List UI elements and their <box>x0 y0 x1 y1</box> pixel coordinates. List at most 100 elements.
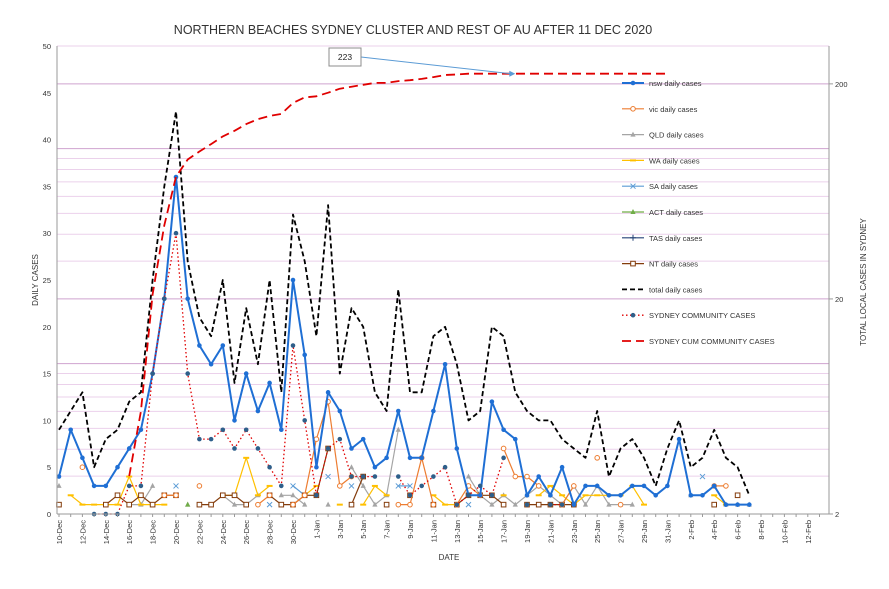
data-point <box>535 501 542 508</box>
data-point <box>173 492 179 499</box>
y-tick-label: 30 <box>43 229 51 238</box>
x-tick-label: 8-Feb <box>757 520 766 540</box>
data-point <box>161 492 168 499</box>
x-tick-labels: 10-Dec 12-Dec 14-Dec 16-Dec 18-Dec 20-Dec 22-D… <box>55 514 820 544</box>
y-tick-label: 20 <box>43 323 51 332</box>
y-tick-label: 5 <box>47 463 51 472</box>
x-tick-label: 3-Jan <box>336 520 345 539</box>
data-point <box>395 426 401 432</box>
y-tick-label: 0 <box>47 510 51 519</box>
y2-tick-label: 200 <box>835 80 848 89</box>
y2-tick-label: 2 <box>835 510 839 519</box>
data-point <box>583 483 588 489</box>
data-point <box>348 464 355 470</box>
data-point <box>512 473 519 480</box>
data-point <box>630 312 636 318</box>
y2-tick-labels: 2 20 200 <box>829 80 848 519</box>
data-point <box>477 492 483 498</box>
legend: nsw daily cases vic daily cases QLD daily … <box>622 79 775 346</box>
y-tick-label: 40 <box>43 136 51 145</box>
data-point <box>454 446 460 451</box>
data-point <box>150 371 155 376</box>
data-point <box>314 492 319 498</box>
data-point <box>419 455 425 461</box>
data-point <box>395 483 402 489</box>
data-point <box>477 483 483 489</box>
data-point <box>372 464 378 470</box>
legend-entry: QLD daily cases <box>622 131 704 140</box>
legend-entry: total daily cases <box>622 285 703 294</box>
data-point <box>349 474 354 479</box>
series-layer <box>56 72 752 517</box>
data-point <box>500 501 507 508</box>
data-point <box>630 106 636 112</box>
data-point <box>489 492 495 498</box>
data-point <box>290 501 296 508</box>
x-tick-label: 13-Jan <box>453 520 462 543</box>
data-point <box>232 446 237 451</box>
series-line <box>561 485 575 505</box>
series-line <box>350 476 364 505</box>
x-tick-label: 10-Dec <box>55 520 64 544</box>
data-point <box>162 296 167 302</box>
data-point <box>594 455 601 461</box>
legend-label: SYDNEY CUM COMMUNITY CASES <box>649 337 775 346</box>
data-point <box>419 483 425 489</box>
data-point <box>734 492 741 499</box>
data-point <box>711 483 717 489</box>
data-point <box>524 473 530 480</box>
data-point <box>571 502 577 507</box>
x-tick-label: 30-Dec <box>289 520 298 544</box>
legend-label: ACT daily cases <box>649 208 703 217</box>
data-point <box>465 473 472 479</box>
data-point <box>302 418 308 423</box>
data-point <box>407 455 413 461</box>
data-point <box>360 436 366 442</box>
x-tick-label: 23-Jan <box>570 520 579 543</box>
x-tick-label: 7-Jan <box>383 520 392 539</box>
data-point <box>653 492 658 498</box>
x-tick-label: 31-Jan <box>663 520 672 543</box>
chart-title: NORTHERN BEACHES SYDNEY CLUSTER AND REST… <box>174 23 652 37</box>
callout-leader <box>360 56 512 75</box>
data-point <box>548 502 553 507</box>
x-tick-label: 25-Jan <box>593 520 602 543</box>
data-point <box>360 482 366 488</box>
data-point <box>618 492 623 498</box>
data-point <box>278 501 285 508</box>
x-tick-label: 12-Feb <box>804 520 813 544</box>
data-point <box>630 234 636 241</box>
data-point <box>630 483 635 489</box>
data-point <box>396 408 401 414</box>
x-tick-label: 16-Dec <box>125 520 134 544</box>
annotation-layer: 223 <box>328 47 516 77</box>
data-point <box>325 473 331 480</box>
data-point <box>185 501 191 507</box>
y2-axis-label: TOTAL LOCAL CASES IN SYDNEY <box>859 218 868 346</box>
data-point <box>325 501 331 507</box>
data-point <box>606 501 612 507</box>
legend-label: SA daily cases <box>649 182 698 191</box>
series-line <box>503 448 540 487</box>
data-point <box>348 483 355 489</box>
data-point <box>208 361 214 367</box>
data-point <box>430 501 437 508</box>
data-point <box>735 502 740 507</box>
data-point <box>582 501 589 507</box>
data-point <box>290 492 296 498</box>
data-point <box>103 501 109 508</box>
data-point <box>197 343 202 348</box>
x-tick-label: 10-Feb <box>780 520 789 544</box>
data-point <box>290 277 296 283</box>
data-point <box>266 492 273 499</box>
legend-label: nsw daily cases <box>649 79 702 88</box>
data-point <box>630 209 636 214</box>
data-point <box>126 446 132 451</box>
x-tick-label: 22-Dec <box>195 520 204 544</box>
data-point <box>676 436 682 442</box>
data-point <box>313 436 320 442</box>
data-point <box>114 492 121 499</box>
data-point <box>548 492 553 498</box>
series-line <box>128 72 668 477</box>
